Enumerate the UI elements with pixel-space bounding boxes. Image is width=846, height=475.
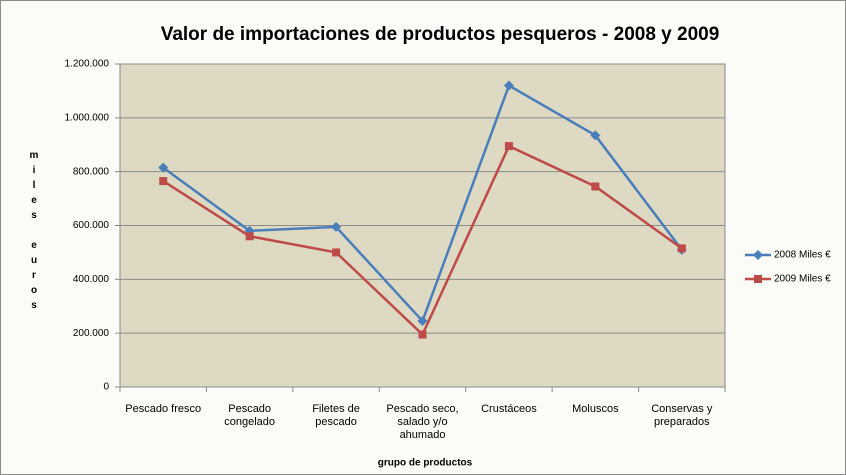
y-tick-label: 200.000 — [73, 328, 110, 339]
marker — [159, 177, 168, 186]
marker — [332, 248, 341, 257]
y-tick-label: 1.200.000 — [65, 59, 110, 70]
marker — [245, 232, 254, 241]
y-tick-label: 0 — [103, 382, 109, 393]
marker — [158, 162, 169, 173]
x-tick-label: Pescado fresco — [125, 403, 202, 415]
x-tick-label: Filetes de pescado — [312, 403, 360, 428]
x-axis-title: grupo de productos — [378, 458, 473, 469]
marker — [591, 182, 600, 191]
marker — [504, 142, 513, 151]
chart-title: Valor de importaciones de productos pesq… — [161, 24, 720, 45]
x-tick-label: Moluscos — [572, 403, 619, 415]
marker — [590, 130, 601, 141]
y-axis-title: miles euros — [29, 150, 40, 315]
y-tick-label: 1.000.000 — [65, 112, 110, 123]
x-tick-label: Pescado seco, salado y/o ahumado — [386, 403, 459, 441]
legend-label: 2009 Miles € — [774, 274, 831, 285]
legend-marker — [753, 250, 763, 260]
legend-marker — [754, 275, 762, 283]
y-tick-label: 400.000 — [73, 274, 110, 285]
legend-label: 2008 Miles € — [774, 250, 831, 261]
marker — [331, 221, 342, 232]
marker — [417, 316, 428, 327]
x-tick-label: Crustáceos — [481, 403, 537, 415]
y-tick-label: 800.000 — [73, 166, 110, 177]
marker — [677, 244, 686, 253]
marker — [418, 330, 427, 339]
x-tick-label: Conservas y preparados — [651, 403, 713, 428]
y-tick-label: 600.000 — [73, 220, 110, 231]
marker — [503, 80, 514, 91]
x-tick-label: Pescado congelado — [224, 403, 276, 428]
